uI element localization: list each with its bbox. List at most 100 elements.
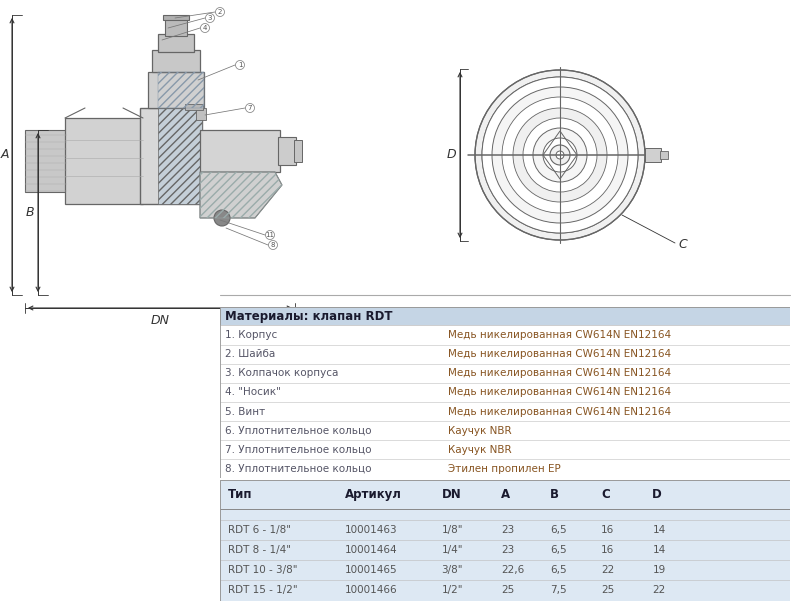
Bar	[220, 307, 790, 325]
Circle shape	[523, 118, 597, 192]
Text: 10001465: 10001465	[345, 565, 398, 575]
Text: 7: 7	[248, 105, 252, 111]
Text: B: B	[550, 488, 558, 501]
Text: Этилен пропилен EP: Этилен пропилен EP	[448, 464, 561, 474]
Text: D: D	[652, 488, 662, 501]
Text: 4: 4	[203, 25, 207, 31]
Bar	[220, 460, 790, 478]
Text: DN: DN	[150, 314, 170, 326]
Text: 25: 25	[601, 585, 614, 595]
Text: Медь никелированная CW614N EN12164: Медь никелированная CW614N EN12164	[448, 387, 671, 398]
Text: Каучук NBR: Каучук NBR	[448, 445, 511, 455]
Text: Медь никелированная CW614N EN12164: Медь никелированная CW614N EN12164	[448, 407, 671, 416]
Bar	[278, 137, 296, 165]
Circle shape	[556, 151, 564, 159]
Text: 6,5: 6,5	[550, 525, 566, 535]
Bar	[148, 72, 204, 108]
Text: 8: 8	[270, 242, 275, 248]
Text: 1/4": 1/4"	[442, 545, 463, 555]
Text: 6,5: 6,5	[550, 565, 566, 575]
Text: 10001464: 10001464	[345, 545, 398, 555]
Text: A: A	[1, 148, 10, 162]
Bar	[185, 104, 203, 110]
Text: C: C	[601, 488, 610, 501]
Bar	[25, 130, 67, 192]
Text: 1. Корпус: 1. Корпус	[225, 330, 277, 340]
Text: B: B	[26, 206, 34, 218]
Circle shape	[543, 138, 577, 172]
Text: 1: 1	[238, 62, 242, 68]
Bar	[152, 50, 200, 72]
Bar	[220, 421, 790, 440]
Bar	[165, 18, 187, 36]
Text: 14: 14	[652, 545, 666, 555]
Text: A: A	[502, 488, 510, 501]
Text: Тип: Тип	[228, 488, 253, 501]
Text: Медь никелированная CW614N EN12164: Медь никелированная CW614N EN12164	[448, 368, 671, 378]
Bar	[220, 383, 790, 402]
Text: RDT 8 - 1/4": RDT 8 - 1/4"	[228, 545, 291, 555]
Text: 3: 3	[208, 15, 212, 21]
Text: 22: 22	[601, 565, 614, 575]
Text: 22: 22	[652, 585, 666, 595]
Text: Каучук NBR: Каучук NBR	[448, 426, 511, 436]
Text: DN: DN	[442, 488, 462, 501]
Text: Медь никелированная CW614N EN12164: Медь никелированная CW614N EN12164	[448, 349, 671, 359]
Bar	[220, 364, 790, 383]
Polygon shape	[200, 172, 282, 218]
Text: 14: 14	[652, 525, 666, 535]
Text: RDT 6 - 1/8": RDT 6 - 1/8"	[228, 525, 291, 535]
Text: 16: 16	[601, 525, 614, 535]
Text: 22,6: 22,6	[502, 565, 525, 575]
Text: 10001463: 10001463	[345, 525, 398, 535]
Text: 23: 23	[502, 525, 514, 535]
Text: 8. Уплотнительное кольцо: 8. Уплотнительное кольцо	[225, 464, 371, 474]
Bar	[196, 108, 206, 120]
Bar	[65, 118, 143, 204]
Text: 11: 11	[266, 232, 274, 238]
Text: D: D	[446, 148, 456, 162]
Text: 2. Шайба: 2. Шайба	[225, 349, 275, 359]
Bar	[200, 130, 280, 172]
Text: 23: 23	[502, 545, 514, 555]
Bar	[294, 140, 302, 162]
Circle shape	[533, 128, 587, 182]
Text: RDT 10 - 3/8": RDT 10 - 3/8"	[228, 565, 298, 575]
Bar	[220, 402, 790, 421]
Bar	[645, 148, 661, 162]
Text: 6. Уплотнительное кольцо: 6. Уплотнительное кольцо	[225, 426, 371, 436]
Bar	[158, 108, 202, 204]
Circle shape	[482, 77, 638, 233]
Bar	[163, 15, 189, 20]
Bar	[220, 440, 790, 460]
Text: 2: 2	[218, 9, 222, 15]
Text: Материалы: клапан RDT: Материалы: клапан RDT	[225, 309, 392, 323]
Text: 4. "Носик": 4. "Носик"	[225, 387, 281, 398]
Bar	[220, 325, 790, 345]
Text: Артикул: Артикул	[345, 488, 402, 501]
Text: 16: 16	[601, 545, 614, 555]
Circle shape	[492, 87, 628, 223]
Bar	[220, 345, 790, 364]
Circle shape	[502, 97, 618, 213]
Text: 19: 19	[652, 565, 666, 575]
Bar	[140, 108, 202, 204]
Text: 6,5: 6,5	[550, 545, 566, 555]
Text: 5. Винт: 5. Винт	[225, 407, 265, 416]
Bar	[158, 34, 194, 52]
Text: 3/8": 3/8"	[442, 565, 463, 575]
Circle shape	[550, 145, 570, 165]
Text: 10001466: 10001466	[345, 585, 398, 595]
Bar	[660, 151, 668, 159]
Circle shape	[513, 108, 607, 202]
Text: Медь никелированная CW614N EN12164: Медь никелированная CW614N EN12164	[448, 330, 671, 340]
Text: 3. Колпачок корпуса: 3. Колпачок корпуса	[225, 368, 338, 378]
Circle shape	[214, 210, 230, 226]
Text: 25: 25	[502, 585, 514, 595]
Text: 7,5: 7,5	[550, 585, 566, 595]
Text: RDT 15 - 1/2": RDT 15 - 1/2"	[228, 585, 298, 595]
Text: 7. Уплотнительное кольцо: 7. Уплотнительное кольцо	[225, 445, 371, 455]
Text: C: C	[678, 238, 686, 252]
Text: 1/8": 1/8"	[442, 525, 463, 535]
Text: 1/2": 1/2"	[442, 585, 463, 595]
